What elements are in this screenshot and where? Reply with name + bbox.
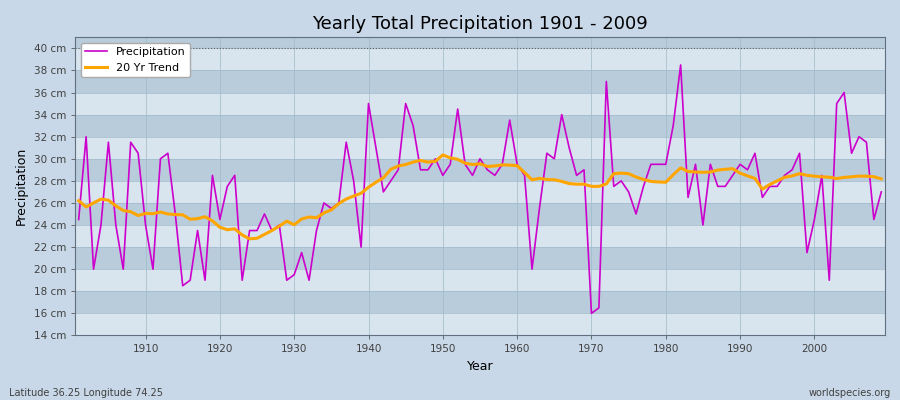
Y-axis label: Precipitation: Precipitation (15, 147, 28, 226)
20 Yr Trend (519, 170, 530, 175)
Precipitation (341, 140, 352, 145)
20 Yr Trend (132, 213, 143, 218)
Text: worldspecies.org: worldspecies.org (809, 388, 891, 398)
Precipitation (504, 118, 515, 122)
Precipitation (586, 311, 597, 316)
20 Yr Trend (73, 198, 84, 203)
Line: Precipitation: Precipitation (78, 65, 881, 313)
Precipitation (296, 250, 307, 255)
20 Yr Trend (244, 236, 255, 241)
Bar (75, 48, 885, 70)
Bar (75, 203, 885, 225)
Precipitation (675, 62, 686, 67)
20 Yr Trend (526, 177, 537, 182)
Bar (75, 181, 885, 203)
Bar (75, 291, 885, 313)
Bar (75, 313, 885, 336)
20 Yr Trend (437, 152, 448, 157)
Bar (75, 115, 885, 137)
Precipitation (876, 190, 886, 194)
Precipitation (132, 151, 143, 156)
Bar (75, 137, 885, 159)
Precipitation (608, 184, 619, 189)
Bar (75, 92, 885, 115)
Bar (75, 70, 885, 92)
Legend: Precipitation, 20 Yr Trend: Precipitation, 20 Yr Trend (80, 43, 190, 77)
X-axis label: Year: Year (467, 360, 493, 373)
Bar (75, 269, 885, 291)
Precipitation (73, 217, 84, 222)
Bar (75, 159, 885, 181)
Bar (75, 26, 885, 48)
20 Yr Trend (876, 176, 886, 181)
Text: Latitude 36.25 Longitude 74.25: Latitude 36.25 Longitude 74.25 (9, 388, 163, 398)
Title: Yearly Total Precipitation 1901 - 2009: Yearly Total Precipitation 1901 - 2009 (312, 15, 648, 33)
20 Yr Trend (303, 215, 314, 220)
Line: 20 Yr Trend: 20 Yr Trend (78, 155, 881, 239)
20 Yr Trend (616, 171, 626, 176)
Bar (75, 247, 885, 269)
20 Yr Trend (348, 194, 359, 198)
Bar (75, 225, 885, 247)
Precipitation (512, 162, 523, 167)
